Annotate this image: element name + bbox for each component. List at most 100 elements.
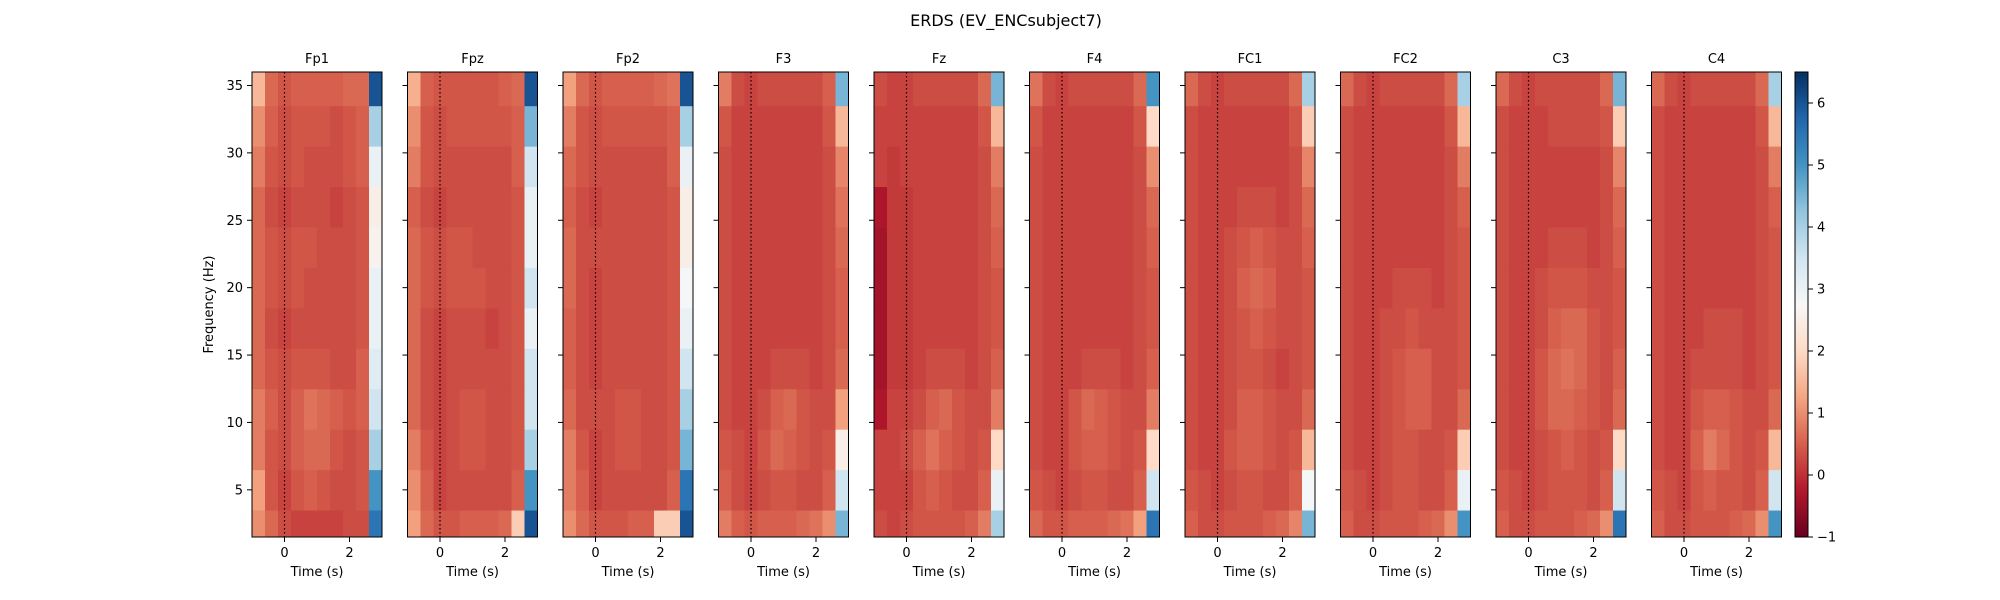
- heatmap-cell: [278, 429, 292, 471]
- heatmap-cell: [265, 72, 279, 107]
- heatmap-cells: [1651, 72, 1782, 537]
- heatmap-cell: [887, 227, 901, 268]
- heatmap-cell: [952, 267, 966, 309]
- heatmap-cell: [1768, 105, 1782, 147]
- heatmap-cell: [1768, 469, 1782, 511]
- heatmap-cell: [1042, 510, 1056, 537]
- heatmap-cell: [1198, 429, 1212, 471]
- heatmap-cell: [1651, 227, 1665, 268]
- heatmap-cell: [783, 72, 797, 107]
- heatmap-cell: [913, 469, 927, 511]
- heatmap-cell: [1677, 105, 1691, 147]
- heatmap-cell: [641, 146, 655, 188]
- y-tick-label: 5: [235, 483, 243, 498]
- heatmap-cell: [1081, 146, 1095, 188]
- heatmap-cell: [485, 307, 499, 349]
- heatmap-cell: [965, 510, 979, 537]
- y-tick-label: 35: [226, 79, 243, 94]
- heatmap-cell: [1716, 469, 1730, 511]
- heatmap-cell: [343, 105, 357, 147]
- heatmap-cell: [939, 510, 953, 537]
- panel-frame: [1184, 71, 1316, 538]
- heatmap-cell: [731, 469, 745, 511]
- heatmap-cell: [1146, 267, 1160, 309]
- heatmap-cell: [420, 469, 434, 511]
- heatmap-cell: [731, 72, 745, 107]
- heatmap-cell: [1457, 105, 1471, 147]
- heatmap-cell: [1755, 267, 1769, 309]
- heatmap-cell: [524, 469, 538, 511]
- heatmap-cell: [265, 307, 279, 349]
- heatmap-cell: [1729, 267, 1743, 309]
- heatmap-cell: [576, 469, 590, 511]
- heatmap-cell: [1302, 227, 1315, 268]
- heatmap-cell: [1574, 72, 1588, 107]
- heatmap-cell: [628, 510, 642, 537]
- heatmap-cell: [1729, 227, 1743, 268]
- heatmap-cell: [835, 510, 849, 537]
- x-tick-label: 0: [1680, 546, 1688, 561]
- heatmap-cell: [304, 510, 318, 537]
- heatmap-cell: [1587, 72, 1601, 107]
- heatmap-cell: [718, 429, 732, 471]
- heatmap-cell: [576, 105, 590, 147]
- heatmap-cell: [1302, 72, 1315, 107]
- heatmap-cell: [783, 510, 797, 537]
- heatmap-cell: [524, 72, 538, 107]
- x-tick-label: 2: [1123, 546, 1131, 561]
- heatmap-cell: [991, 348, 1004, 390]
- heatmap-cell: [1198, 510, 1212, 537]
- heatmap-cell: [446, 388, 460, 430]
- heatmap-cell: [809, 105, 823, 147]
- heatmap-cell: [680, 388, 693, 430]
- heatmap-cell: [576, 348, 590, 390]
- heatmap-cell: [770, 105, 784, 147]
- heatmap-cell: [874, 186, 888, 228]
- heatmap-cell: [356, 267, 370, 309]
- heatmap-cell: [1703, 72, 1717, 107]
- heatmap-cell: [900, 105, 914, 147]
- heatmap-cell: [563, 429, 577, 471]
- heatmap-cell: [1353, 510, 1367, 537]
- heatmap-cell: [1561, 105, 1575, 147]
- heatmap-cell: [615, 146, 629, 188]
- heatmap-cell: [757, 72, 771, 107]
- heatmap-cell: [757, 469, 771, 511]
- heatmap-cell: [965, 469, 979, 511]
- heatmap-cell: [900, 429, 914, 471]
- heatmap-cell: [783, 388, 797, 430]
- heatmap-cell: [498, 105, 512, 147]
- heatmap-cell: [1587, 429, 1601, 471]
- heatmap-cell: [1587, 186, 1601, 228]
- heatmap-cell: [628, 146, 642, 188]
- heatmap-cell: [641, 267, 655, 309]
- heatmap-cell: [1431, 348, 1445, 390]
- heatmap-cell: [1340, 186, 1354, 228]
- heatmap-cell: [1211, 469, 1225, 511]
- heatmap-cell: [511, 469, 525, 511]
- heatmap-cell: [991, 146, 1004, 188]
- heatmap-cell: [926, 429, 940, 471]
- heatmap-cell: [524, 307, 538, 349]
- heatmap-cell: [1509, 267, 1523, 309]
- heatmap-cell: [524, 429, 538, 471]
- heatmap-cell: [1133, 429, 1147, 471]
- heatmap-cell: [900, 267, 914, 309]
- heatmap-cell: [1042, 72, 1056, 107]
- heatmap-cell: [1042, 186, 1056, 228]
- heatmap-cell: [1457, 348, 1471, 390]
- heatmap-cell: [731, 348, 745, 390]
- colorbar-tick-label: 4: [1817, 221, 1825, 236]
- heatmap-cell: [1133, 348, 1147, 390]
- heatmap-cell: [1729, 429, 1743, 471]
- heatmap-cell: [1496, 186, 1510, 228]
- heatmap-cell: [874, 105, 888, 147]
- heatmap-cell: [680, 105, 693, 147]
- heatmap-cell: [1029, 469, 1043, 511]
- heatmap-cell: [407, 388, 421, 430]
- heatmap-cell: [926, 186, 940, 228]
- heatmap-cell: [485, 227, 499, 268]
- heatmap-cell: [576, 227, 590, 268]
- panel-frame: [1340, 71, 1471, 538]
- heatmap-cell: [1366, 267, 1380, 309]
